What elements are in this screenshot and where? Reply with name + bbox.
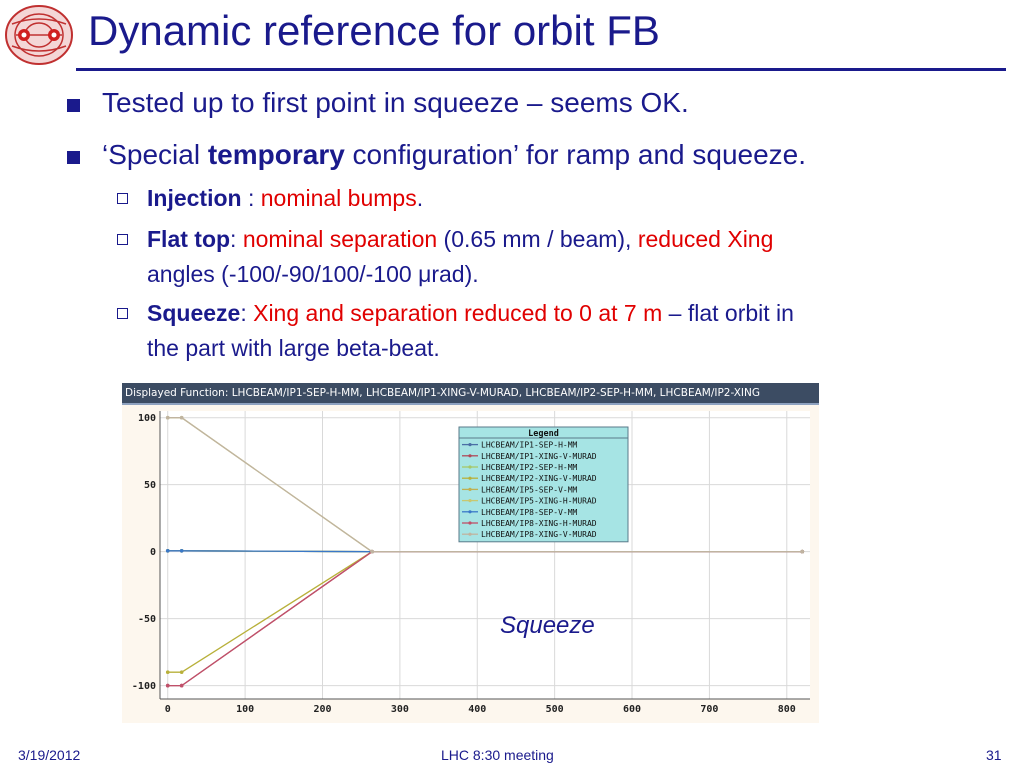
slide-title: Dynamic reference for orbit FB <box>88 7 660 54</box>
x-tick-label: 0 <box>165 704 171 715</box>
sub-item-sep: : <box>241 185 261 211</box>
legend-title: Legend <box>528 429 559 439</box>
legend-entry: LHCBEAM/IP8-XING-V-MURAD <box>481 530 597 539</box>
x-tick-label: 700 <box>700 704 718 715</box>
function-chart: 0 100 200 300 400 500 600 700 800 100 50 0 -50 -100 Le… <box>122 383 819 723</box>
y-tick-label: -50 <box>138 614 156 625</box>
x-tick-label: 800 <box>778 704 796 715</box>
bullet-2-post: configuration’ for ramp and squeeze. <box>344 139 807 170</box>
footer-date: 3/19/2012 <box>18 747 81 763</box>
legend-entry: LHCBEAM/IP1-SEP-H-MM <box>481 441 578 450</box>
legend-swatch-marker <box>468 510 472 514</box>
legend-box <box>458 426 629 543</box>
legend-entry: LHCBEAM/IP1-XING-V-MURAD <box>481 452 597 461</box>
sub-item-mid: (0.65 mm / beam), <box>437 226 638 252</box>
legend-swatch-marker <box>468 476 472 480</box>
series-point <box>800 549 805 554</box>
sub-bullet-box-icon <box>117 308 128 319</box>
legend-entry: LHCBEAM/IP2-SEP-H-MM <box>481 463 578 472</box>
bullet-2: ‘Special temporary configuration’ for ra… <box>102 138 806 172</box>
sub-item-sep: : <box>230 226 243 252</box>
bullet-square-icon <box>67 151 80 164</box>
bullet-square-icon <box>67 99 80 112</box>
legend-entry: LHCBEAM/IP5-SEP-V-MM <box>481 485 578 494</box>
x-tick-label: 300 <box>391 704 409 715</box>
squeeze-annotation: Squeeze <box>500 612 595 639</box>
x-tick-label: 200 <box>313 704 331 715</box>
series-point <box>165 683 170 688</box>
series-point <box>179 683 184 688</box>
series-point <box>179 415 184 420</box>
sub-item-squeeze-line2: the part with large beta-beat. <box>147 335 440 361</box>
sub-item-head: Injection <box>147 185 242 211</box>
y-tick-label: 100 <box>138 413 156 424</box>
sub-item-injection: Injection : nominal bumps. <box>147 181 423 217</box>
legend-entry: LHCBEAM/IP2-XING-V-MURAD <box>481 474 597 483</box>
legend-entry: LHCBEAM/IP8-SEP-V-MM <box>481 508 578 517</box>
sub-bullet-box-icon <box>117 234 128 245</box>
sub-item-head: Squeeze <box>147 300 241 326</box>
sub-item-red: nominal separation <box>242 226 438 252</box>
sub-item-flat-top: Flat top: nominal separation (0.65 mm / … <box>147 222 773 258</box>
sub-item-red: nominal bumps <box>260 185 417 211</box>
bullet-2-pre: ‘Special <box>102 139 208 170</box>
legend-swatch-marker <box>468 487 472 491</box>
title-underline <box>76 68 1006 71</box>
chart-header-bar <box>122 403 819 405</box>
series-line <box>167 417 803 553</box>
series-point <box>165 670 170 675</box>
footer-center: LHC 8:30 meeting <box>441 747 554 763</box>
legend-swatch-marker <box>468 532 472 536</box>
sub-item-squeeze: Squeeze: Xing and separation reduced to … <box>147 296 794 332</box>
series-point <box>370 549 374 554</box>
footer-page-number: 31 <box>986 747 1002 763</box>
x-tick-label: 500 <box>546 704 564 715</box>
x-tick-label: 100 <box>236 704 254 715</box>
legend-swatch-marker <box>468 443 472 447</box>
series-point <box>179 670 184 675</box>
bullet-1: Tested up to first point in squeeze – se… <box>102 87 689 118</box>
sub-item-tail: – flat orbit in <box>662 300 794 326</box>
y-tick-label: -100 <box>132 681 156 692</box>
series-point <box>165 415 170 420</box>
lhc-logo <box>5 5 73 65</box>
legend-entry: LHCBEAM/IP8-XING-H-MURAD <box>481 519 597 528</box>
sub-item-head: Flat top <box>147 226 231 252</box>
legend-swatch-marker <box>468 499 472 503</box>
sub-bullet-box-icon <box>117 193 128 204</box>
legend-swatch-marker <box>468 465 472 469</box>
chart-plot: 0 100 200 300 400 500 600 700 800100500-50-100Le… <box>132 411 810 715</box>
sub-item-sep: : <box>240 300 254 326</box>
bullet-2-bold: temporary <box>207 139 345 170</box>
sub-item-red: reduced Xing <box>637 226 774 252</box>
sub-item-flat-top-line2: angles (-100/-90/100/-100 μrad). <box>147 261 479 287</box>
x-tick-label: 600 <box>623 704 641 715</box>
chart-header: Displayed Function: LHCBEAM/IP1-SEP-H-MM… <box>122 383 819 403</box>
x-tick-label: 400 <box>468 704 486 715</box>
y-tick-label: 0 <box>150 547 156 558</box>
series-point <box>179 548 184 553</box>
sub-item-red: Xing and separation reduced to 0 at 7 m <box>253 300 663 326</box>
legend-swatch-marker <box>468 521 472 525</box>
sub-item-tail: . <box>416 185 424 211</box>
series-point <box>165 548 170 553</box>
y-tick-label: 50 <box>144 480 156 491</box>
legend-entry: LHCBEAM/IP5-XING-H-MURAD <box>481 497 597 506</box>
legend-swatch-marker <box>468 454 472 458</box>
